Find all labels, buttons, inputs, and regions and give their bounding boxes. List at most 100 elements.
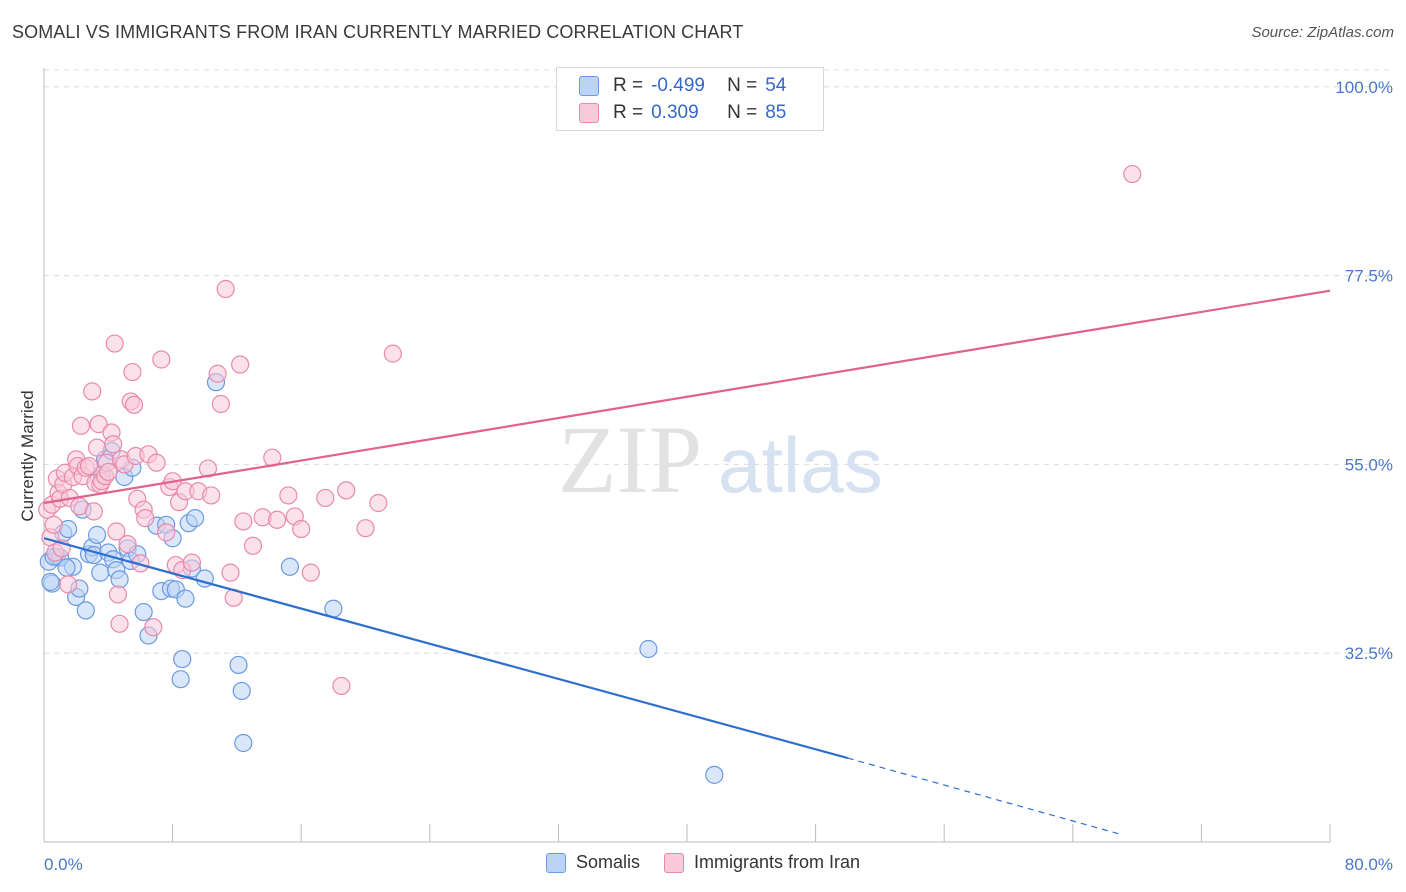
data-point: [208, 364, 227, 383]
data-point: [110, 570, 129, 589]
legend-row-somalis: R = -0.499 N = 54: [579, 74, 786, 98]
data-point: [79, 456, 99, 476]
data-point: [84, 502, 103, 521]
data-point: [292, 519, 311, 539]
legend-swatch-iran: [663, 852, 684, 873]
data-point: [99, 462, 118, 482]
y-tick-labels: 32.5% 55.0% 77.5% 100.0%: [1335, 78, 1393, 663]
trend-line-somalis-extension: [847, 757, 1122, 836]
data-point: [356, 519, 375, 538]
data-point: [383, 344, 402, 363]
legend-swatch-iran: [579, 103, 599, 123]
axes: [43, 68, 1331, 843]
legend-label-somalis: Somalis: [575, 852, 640, 872]
data-point: [41, 572, 60, 591]
data-point: [107, 522, 126, 541]
data-point: [231, 355, 250, 374]
data-point: [147, 453, 166, 472]
y-tick-label: 100.0%: [1335, 78, 1393, 97]
source-label: Source: ZipAtlas.com: [1251, 24, 1394, 41]
y-tick-label: 77.5%: [1345, 267, 1393, 286]
chart-title: SOMALI VS IMMIGRANTS FROM IRAN CURRENTLY…: [12, 22, 744, 42]
data-point: [243, 536, 263, 555]
data-point: [639, 639, 658, 659]
data-point: [134, 602, 153, 622]
legend-n-label: N =: [727, 75, 758, 96]
legend-label-iran: Immigrants from Iran: [693, 852, 861, 872]
data-point: [267, 510, 287, 529]
data-point: [280, 557, 300, 576]
data-point: [123, 362, 142, 382]
x-tick-label: 80.0%: [1345, 855, 1393, 874]
watermark: ZIP atlas: [558, 406, 883, 513]
legend-r-label: R =: [613, 75, 644, 96]
data-point: [198, 459, 218, 478]
stats-legend: R = -0.499 N = 54 R = 0.309 N = 85: [556, 67, 824, 131]
data-point: [202, 486, 221, 505]
data-point: [176, 589, 195, 608]
legend-item-iran[interactable]: Immigrants from Iran: [663, 852, 861, 873]
data-point: [279, 486, 298, 505]
data-point: [316, 488, 335, 508]
data-point: [136, 508, 155, 528]
data-point: [71, 416, 91, 435]
data-point: [76, 601, 95, 620]
legend-n-value: 54: [765, 75, 787, 96]
legend-r-label: R =: [613, 102, 644, 123]
data-point: [705, 765, 724, 784]
legend-n-value: 85: [765, 102, 787, 123]
x-tick-labels: 0.0% 80.0%: [44, 855, 1393, 874]
series-legend: Somalis Immigrants from Iran: [0, 852, 1406, 873]
data-point: [91, 563, 110, 582]
data-point: [108, 585, 128, 604]
data-point: [232, 681, 251, 701]
data-point: [59, 575, 78, 594]
data-point: [83, 382, 102, 401]
data-point: [221, 563, 240, 582]
legend-swatch-somalis: [579, 76, 599, 96]
watermark-atlas: atlas: [718, 421, 883, 509]
legend-item-somalis[interactable]: Somalis: [545, 852, 640, 873]
data-point: [124, 395, 144, 414]
data-point: [44, 515, 63, 534]
legend-swatch-somalis: [545, 852, 566, 873]
data-point: [89, 415, 108, 434]
data-point: [234, 512, 253, 531]
data-point: [182, 553, 201, 572]
data-point: [1123, 164, 1142, 184]
trend-lines: [43, 289, 1331, 836]
trend-line-somalis: [43, 537, 849, 760]
data-point: [301, 563, 320, 582]
data-point: [118, 535, 137, 554]
data-point: [110, 614, 129, 633]
data-point: [332, 676, 351, 696]
data-point: [369, 493, 388, 513]
data-point: [216, 279, 235, 299]
legend-r-value: -0.499: [651, 75, 705, 96]
legend-n-label: N =: [727, 102, 758, 123]
data-point: [229, 655, 248, 675]
data-point: [337, 481, 356, 500]
data-point: [57, 558, 76, 577]
data-point: [157, 523, 176, 542]
data-point: [104, 435, 123, 454]
trend-line-iran: [43, 289, 1331, 505]
y-tick-label: 55.0%: [1345, 455, 1393, 474]
data-point: [186, 508, 205, 528]
data-points: [38, 164, 1142, 784]
legend-r-value: 0.309: [651, 102, 699, 123]
y-tick-label: 32.5%: [1345, 644, 1393, 663]
data-point: [171, 670, 190, 689]
data-point: [87, 438, 107, 457]
legend-row-iran: R = 0.309 N = 85: [579, 101, 786, 125]
watermark-zip: ZIP: [558, 406, 702, 513]
series-iran: [38, 164, 1142, 696]
data-point: [173, 649, 192, 669]
x-tick-label: 0.0%: [44, 855, 83, 874]
data-point: [152, 350, 171, 369]
data-point: [144, 618, 163, 637]
data-point: [105, 334, 124, 353]
data-point: [211, 394, 230, 414]
data-point: [234, 733, 253, 753]
